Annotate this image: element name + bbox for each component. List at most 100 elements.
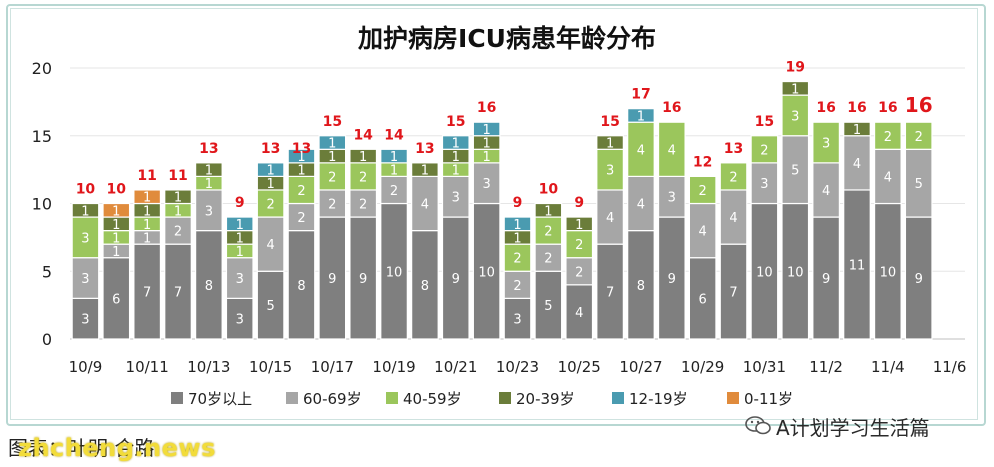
segment-value-label: 1 xyxy=(791,82,799,97)
segment-value-label: 2 xyxy=(729,170,737,185)
segment-value-label: 1 xyxy=(143,191,151,206)
total-value-label: 13 xyxy=(292,141,311,157)
bar-segment xyxy=(256,270,285,340)
y-tick-label: 5 xyxy=(42,262,52,281)
segment-value-label: 7 xyxy=(729,286,737,301)
x-tick-label: 11/6 xyxy=(933,358,967,376)
segment-value-label: 1 xyxy=(637,109,645,124)
bar-segment xyxy=(472,121,501,137)
segment-value-label: 1 xyxy=(205,164,213,179)
segment-value-label: 9 xyxy=(359,272,367,287)
legend-swatch xyxy=(499,392,511,404)
segment-value-label: 7 xyxy=(174,286,182,301)
total-value-label: 9 xyxy=(513,195,523,211)
segment-value-label: 9 xyxy=(452,272,460,287)
segment-value-label: 2 xyxy=(297,211,305,226)
segment-value-label: 5 xyxy=(544,299,552,314)
bar-segment xyxy=(873,121,902,150)
bar-segment xyxy=(503,270,532,299)
segment-value-label: 1 xyxy=(482,150,490,165)
x-tick-label: 10/23 xyxy=(496,358,539,376)
segment-value-label: 1 xyxy=(359,150,367,165)
segment-value-label: 1 xyxy=(390,164,398,179)
segment-value-label: 1 xyxy=(143,204,151,219)
legend: 70岁以上 60-69岁 40-59岁 20-39岁 12-19岁 0-11岁 xyxy=(171,390,793,408)
bar-segment xyxy=(812,121,840,164)
y-tick-label: 0 xyxy=(42,330,52,349)
bar-segment xyxy=(596,243,624,340)
segment-value-label: 8 xyxy=(205,279,213,294)
x-tick-label: 10/15 xyxy=(249,358,292,376)
legend-label: 20-39岁 xyxy=(516,390,575,408)
legend-swatch xyxy=(286,392,298,404)
segment-value-label: 1 xyxy=(452,150,460,165)
total-value-label: 15 xyxy=(600,114,619,130)
y-tick-label: 10 xyxy=(32,195,52,214)
legend-label: 70岁以上 xyxy=(188,390,252,408)
wechat-icon xyxy=(745,416,771,435)
bar-segment xyxy=(411,175,439,232)
segment-value-label: 9 xyxy=(328,272,336,287)
y-axis-ticks: 0 5 10 15 20 xyxy=(32,59,52,349)
bar-segment xyxy=(256,216,285,272)
x-tick-label: 10/21 xyxy=(434,358,477,376)
segment-value-label: 1 xyxy=(513,218,521,233)
segment-value-label: 10 xyxy=(756,265,773,280)
segment-value-label: 7 xyxy=(143,286,151,301)
segment-value-label: 1 xyxy=(174,191,182,206)
segment-value-label: 1 xyxy=(112,231,120,246)
segment-value-label: 1 xyxy=(112,245,120,260)
segment-value-label: 3 xyxy=(513,313,521,328)
bar-segment xyxy=(164,189,192,205)
total-value-label: 10 xyxy=(107,182,127,198)
segment-value-label: 2 xyxy=(390,184,398,199)
bar-segment xyxy=(781,202,810,340)
bar-segment xyxy=(873,202,902,340)
bar-segment xyxy=(657,216,686,340)
total-value-label: 16 xyxy=(662,100,681,116)
bar-segment xyxy=(349,216,378,340)
bar-segment xyxy=(225,297,254,340)
total-value-label: 15 xyxy=(323,114,342,130)
bar-segment xyxy=(225,257,254,299)
total-value-label: 17 xyxy=(631,87,650,103)
segment-value-label: 3 xyxy=(236,313,244,328)
segment-value-label: 1 xyxy=(328,150,336,165)
segment-value-label: 4 xyxy=(853,157,861,172)
bar-segment xyxy=(657,121,686,177)
segment-value-label: 10 xyxy=(787,265,804,280)
bar-segment xyxy=(596,135,624,150)
total-value-label: 9 xyxy=(235,195,245,211)
bar-segment xyxy=(565,216,594,232)
segment-value-label: 1 xyxy=(112,218,120,233)
bar-segment xyxy=(812,162,840,218)
bar-segment xyxy=(688,202,717,259)
segment-value-label: 2 xyxy=(359,170,367,185)
segment-value-label: 8 xyxy=(637,279,645,294)
bar-segment xyxy=(225,216,254,232)
total-value-label: 13 xyxy=(415,141,434,157)
bar-segment xyxy=(411,230,439,340)
segment-value-label: 2 xyxy=(544,252,552,267)
bar-segment xyxy=(102,202,131,218)
segment-value-label: 6 xyxy=(112,292,120,307)
bar-segment xyxy=(688,257,717,340)
bar-segment xyxy=(873,148,902,205)
legend-swatch xyxy=(612,392,624,404)
segment-value-label: 10 xyxy=(386,265,403,280)
bar-segment xyxy=(102,257,131,340)
x-tick-label: 10/25 xyxy=(558,358,601,376)
x-axis-ticks: 10/9 10/11 10/13 10/15 10/17 10/19 10/21 10/23 1… xyxy=(69,358,967,376)
segment-value-label: 1 xyxy=(452,164,460,179)
bar-segment xyxy=(503,297,532,340)
segment-value-label: 4 xyxy=(266,238,274,253)
segment-value-label: 1 xyxy=(81,204,89,219)
x-tick-label: 10/9 xyxy=(69,358,103,376)
total-value-label: 14 xyxy=(353,127,373,143)
segment-value-label: 2 xyxy=(359,198,367,213)
total-value-label: 16 xyxy=(878,100,897,116)
segment-value-label: 3 xyxy=(606,164,614,179)
segment-value-label: 1 xyxy=(390,150,398,165)
x-tick-label: 11/4 xyxy=(871,358,905,376)
segment-value-label: 2 xyxy=(513,279,521,294)
